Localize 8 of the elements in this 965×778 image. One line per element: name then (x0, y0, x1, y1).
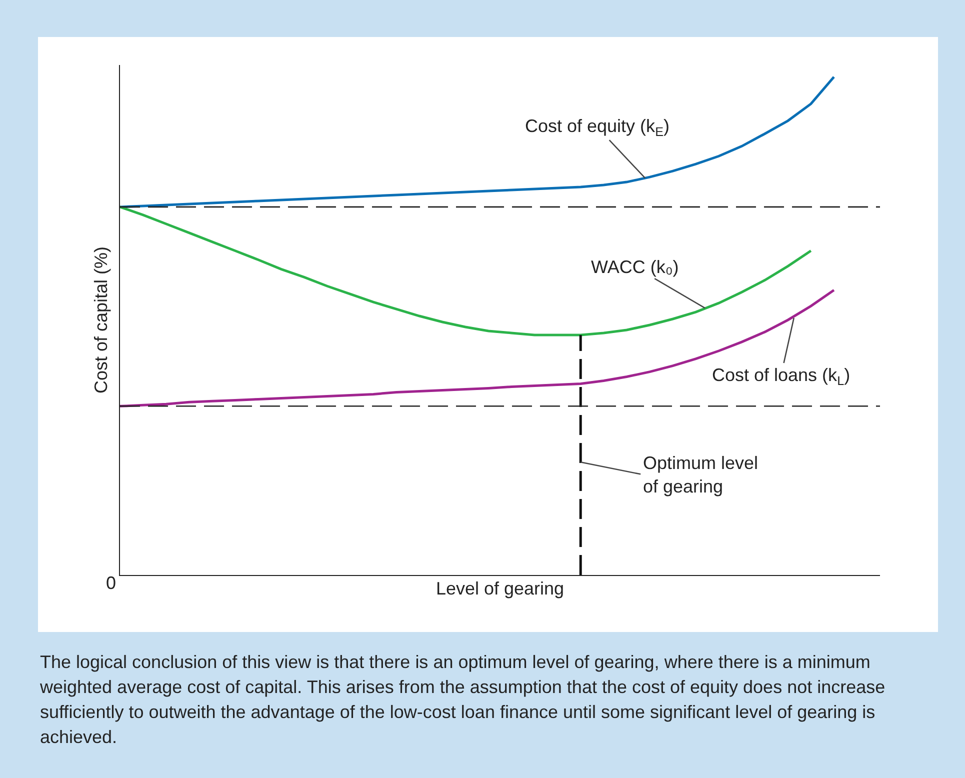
annotation: Cost of loans (k$_{L}$) (712, 365, 850, 388)
annotation: Optimum level of gearing (643, 453, 758, 496)
annotation: WACC (k₀) (591, 257, 679, 277)
y-axis-title: Cost of capital (%) (91, 246, 112, 394)
annotation: 0 (106, 573, 116, 593)
x-axis-title: Level of gearing (436, 578, 564, 598)
annotation: Cost of equity (k$_{E}$) (525, 116, 670, 139)
text: The logical conclusion of this view is that there is an optimum level of gearing, where there is a minimum weighted average cost of capital. This arises from the assumption that the cost of equity does not increase sufficiently to outweith the advantage of the low-cost loan finance until some significant level of gearing is achieved. (40, 651, 886, 749)
